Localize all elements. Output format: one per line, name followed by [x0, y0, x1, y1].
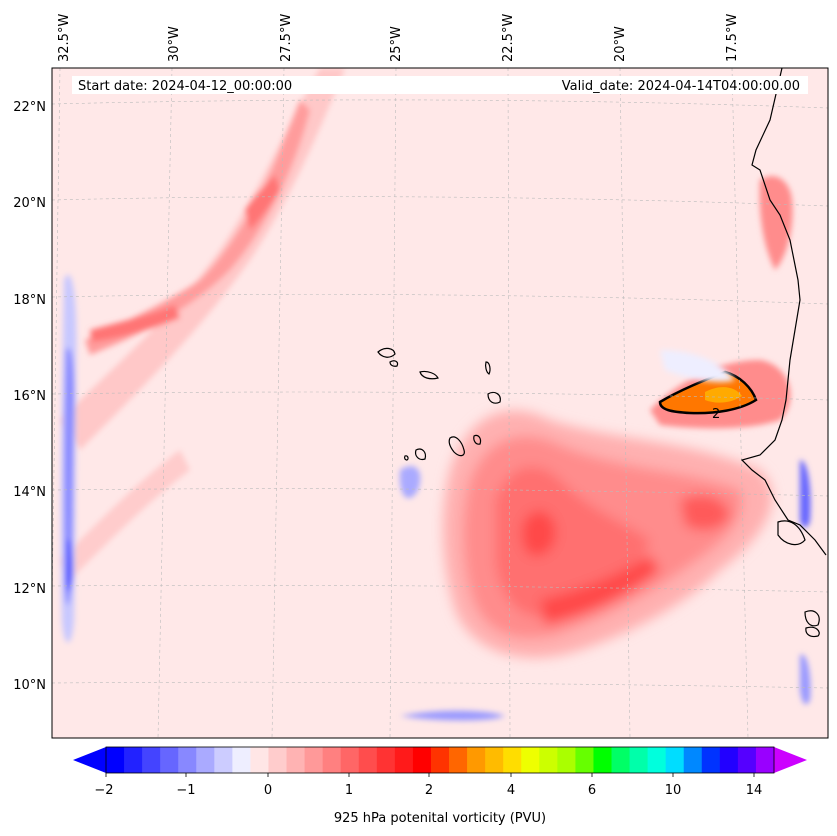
- lat-label: 12°N: [13, 582, 46, 597]
- colorbar-label: 925 hPa potenital vorticity (PVU): [334, 811, 546, 826]
- colorbar-cell: [250, 747, 270, 773]
- contour-label: 2: [712, 407, 720, 422]
- island-sal: [485, 361, 491, 375]
- longitude-labels: 32.5°W 30°W 27.5°W 25°W 22.5°W 20°W 17.5…: [57, 14, 740, 62]
- island-santo-antao: [377, 347, 396, 358]
- colorbar-under-arrow: [73, 747, 106, 773]
- lat-label: 10°N: [13, 678, 46, 693]
- colorbar-cell: [196, 747, 215, 773]
- cb-tick-label: 4: [507, 783, 515, 798]
- colorbar-cell: [286, 747, 306, 773]
- colorbar-cell: [430, 747, 450, 773]
- colorbar-cell: [557, 747, 576, 773]
- colorbar-cell: [340, 747, 360, 773]
- colorbar-cell: [358, 747, 378, 773]
- cb-tick-label: −1: [176, 783, 195, 798]
- coastlines: [377, 68, 827, 638]
- colorbar-cell: [629, 747, 649, 773]
- colorbar-cell: [521, 747, 540, 773]
- colorbar-over-arrow: [774, 747, 807, 773]
- lon-label: 25°W: [389, 26, 404, 62]
- colorbar-cell: [665, 747, 685, 773]
- colorbar-cell: [124, 747, 143, 773]
- pv-maximum-south: [443, 410, 773, 658]
- colorbar-cell: [106, 747, 125, 773]
- pv-negative-areas: [61, 274, 811, 721]
- colorbar-cell: [701, 747, 721, 773]
- island-sao-nicolau: [419, 370, 439, 380]
- colorbar-cell: [376, 747, 396, 773]
- lon-label: 22.5°W: [501, 14, 516, 62]
- colorbar-cell: [737, 747, 757, 773]
- colorbar-cell: [485, 747, 504, 773]
- colorbar-cell: [467, 747, 486, 773]
- colorbar-cell: [755, 747, 775, 773]
- colorbar-cell: [304, 747, 324, 773]
- start-date: Start date: 2024-04-12_00:00:00: [78, 79, 292, 94]
- island-brava: [404, 455, 409, 461]
- colorbar-cell: [719, 747, 739, 773]
- cb-tick-label: 10: [665, 783, 682, 798]
- island-santiago: [448, 436, 465, 457]
- latitude-labels: 22°N 20°N 18°N 16°N 14°N 12°N 10°N: [13, 100, 46, 693]
- cb-tick-label: 2: [425, 783, 433, 798]
- cb-tick-label: 1: [345, 783, 353, 798]
- colorbar-cell: [214, 747, 233, 773]
- pv-streak-northwest: [60, 68, 345, 580]
- colorbar-cell: [575, 747, 595, 773]
- lon-label: 17.5°W: [725, 14, 740, 62]
- map-frame: [51, 67, 829, 739]
- colorbar-cell: [683, 747, 703, 773]
- lon-label: 32.5°W: [57, 14, 72, 62]
- cb-tick-label: 6: [588, 783, 596, 798]
- map-panel: 2: [52, 68, 828, 738]
- valid-date: Valid_date: 2024-04-14T04:00:00.00: [562, 79, 800, 94]
- pv-maximum-east: 2: [650, 176, 793, 429]
- colorbar-cell: [611, 747, 631, 773]
- lat-label: 14°N: [13, 485, 46, 500]
- colorbar-cell: [539, 747, 558, 773]
- colorbar-cell: [160, 747, 179, 773]
- lat-label: 20°N: [13, 196, 46, 211]
- header-box: [72, 76, 808, 94]
- lat-label: 18°N: [13, 293, 46, 308]
- colorbar-cell: [178, 747, 197, 773]
- lon-label: 27.5°W: [279, 14, 294, 62]
- cb-tick-label: 14: [746, 783, 763, 798]
- colorbar-cell: [142, 747, 161, 773]
- cb-tick-label: 0: [264, 783, 272, 798]
- island-sao-vicente: [389, 360, 399, 367]
- colorbar-cell: [232, 747, 252, 773]
- colorbar-frame: [105, 746, 775, 774]
- colorbar-cell: [322, 747, 342, 773]
- colorbar-cell: [394, 747, 414, 773]
- colorbar-cell: [268, 747, 288, 773]
- island-fogo: [414, 448, 427, 461]
- colorbar-ticks: −2 −1 0 1 2 4 6 10 14: [94, 773, 762, 798]
- island-boa-vista: [487, 391, 501, 404]
- colorbar-cell: [449, 747, 468, 773]
- cb-tick-label: −2: [94, 783, 113, 798]
- colorbar-cell: [503, 747, 522, 773]
- island-maio: [473, 434, 482, 445]
- lat-label: 16°N: [13, 389, 46, 404]
- colorbar-cell: [593, 747, 613, 773]
- gridlines: [52, 68, 828, 738]
- africa-coastline: [740, 68, 827, 556]
- lon-label: 20°W: [613, 26, 628, 62]
- lon-label: 30°W: [167, 26, 182, 62]
- colorbar-cell: [412, 747, 432, 773]
- colorbar-cells: [106, 747, 775, 773]
- lat-label: 22°N: [13, 100, 46, 115]
- colorbar: −2 −1 0 1 2 4 6 10 14 925 hPa potenital …: [73, 746, 807, 826]
- colorbar-cell: [647, 747, 667, 773]
